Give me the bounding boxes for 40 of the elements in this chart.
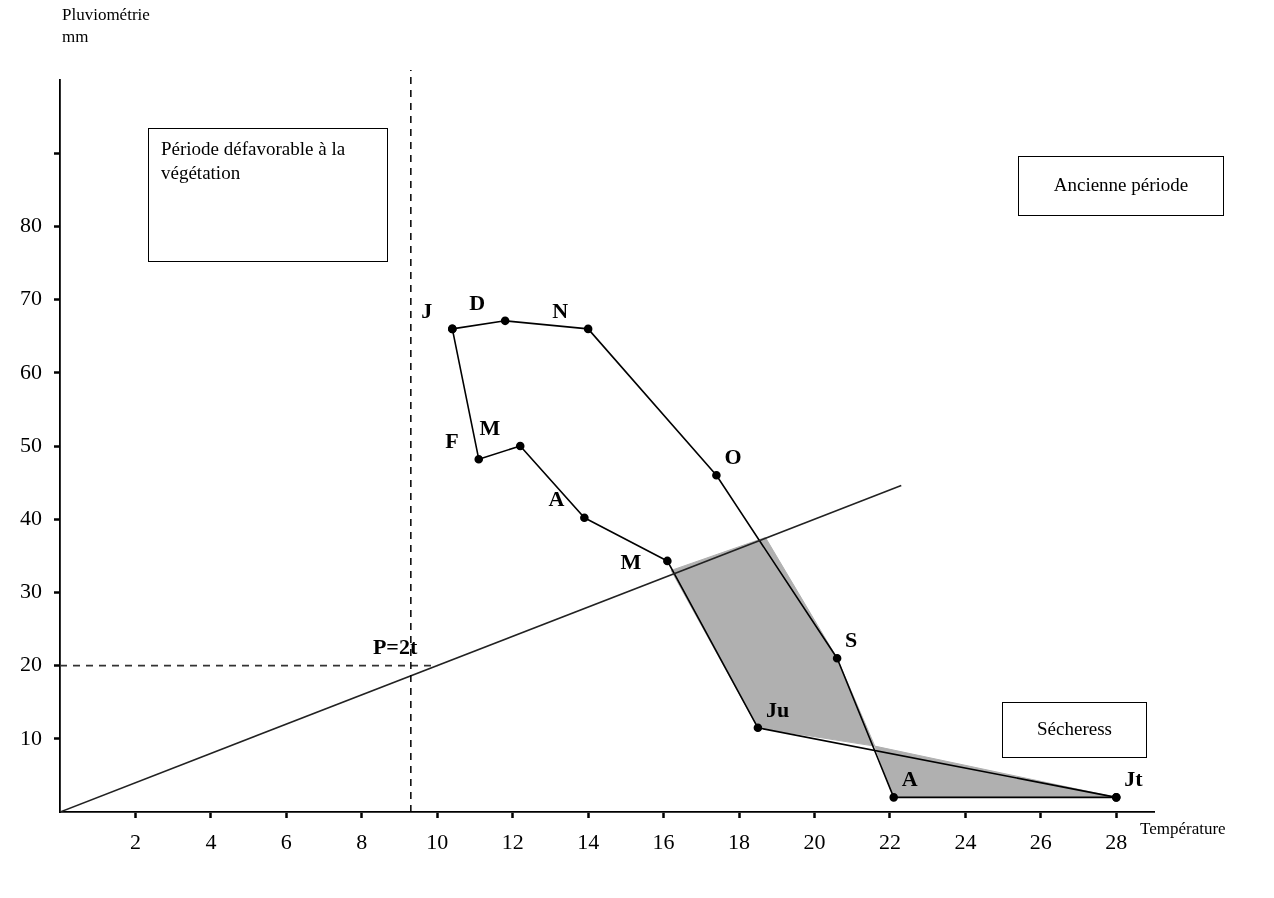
- x-tick-label: 16: [652, 828, 675, 854]
- x-tick-label: 10: [426, 828, 449, 854]
- y-tick-label: 40: [20, 504, 42, 530]
- x-tick-label: 18: [728, 828, 751, 854]
- annotation: Jt: [1124, 766, 1144, 792]
- y-tick-label: 60: [20, 358, 42, 384]
- x-tick-label: 22: [878, 828, 901, 854]
- x-tick-label: 20: [803, 828, 826, 854]
- x-axis-title: Température: [1140, 818, 1227, 840]
- x-tick-label: 8: [356, 828, 368, 854]
- x-tick-label: 14: [577, 828, 600, 854]
- y-tick-label: 80: [20, 212, 42, 238]
- annotation: F: [445, 427, 459, 453]
- annotation: D: [469, 289, 486, 315]
- y-tick-label: 70: [20, 285, 42, 311]
- x-tick-label: 2: [129, 828, 141, 854]
- y-axis-title: Pluviométrie mm: [62, 4, 151, 49]
- y-tick-label: 30: [20, 578, 42, 604]
- annotation: O: [724, 443, 742, 469]
- annotation: M: [479, 414, 501, 440]
- text-box: Période défavorable à la végétation: [148, 128, 388, 262]
- x-tick-label: 12: [501, 828, 524, 854]
- annotation: J: [421, 297, 433, 323]
- x-tick-label: 28: [1105, 828, 1128, 854]
- annotation: A: [548, 486, 565, 512]
- x-tick-label: 26: [1029, 828, 1052, 854]
- x-tick-label: 24: [954, 828, 977, 854]
- annotation: P=2t: [372, 634, 418, 660]
- x-tick-label: 6: [280, 828, 292, 854]
- text-box: Sécheress: [1002, 702, 1147, 758]
- annotation: N: [552, 297, 569, 323]
- annotation: Ju: [765, 696, 790, 722]
- x-tick-label: 4: [205, 828, 217, 854]
- annotation: M: [620, 548, 642, 574]
- annotation: S: [845, 626, 858, 652]
- y-tick-label: 20: [20, 651, 42, 677]
- y-tick-label: 10: [20, 724, 42, 750]
- text-box: Ancienne période: [1018, 156, 1224, 216]
- annotation: A: [901, 766, 918, 792]
- y-tick-label: 50: [20, 431, 42, 457]
